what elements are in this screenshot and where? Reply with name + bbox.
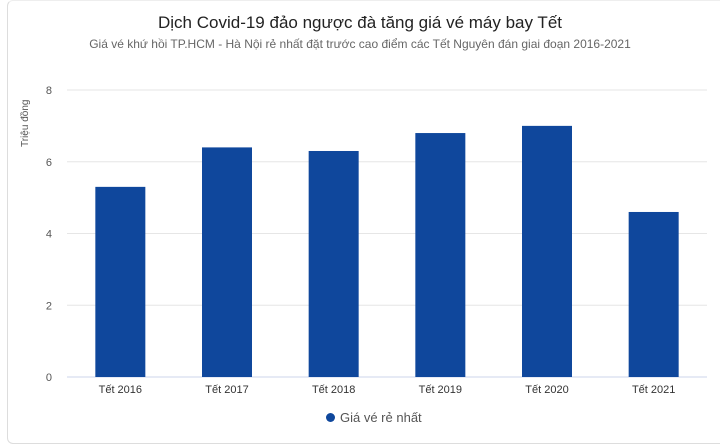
y-tick-label: 4	[46, 229, 52, 241]
bar	[415, 133, 466, 377]
bar	[628, 211, 679, 377]
legend-dot-icon	[326, 413, 335, 422]
bar	[95, 186, 146, 377]
bar	[308, 150, 359, 377]
x-tick-label: Tết 2020	[525, 384, 568, 396]
x-tick-label: Tết 2018	[312, 384, 355, 396]
bar	[522, 125, 572, 377]
y-tick-label: 0	[46, 372, 52, 384]
x-tick-label: Tết 2017	[205, 384, 248, 396]
chart-title: Dịch Covid-19 đảo ngược đà tăng giá vé m…	[158, 13, 562, 32]
x-tick-label: Tết 2016	[99, 384, 142, 396]
legend-label: Giá vé rẻ nhất	[340, 410, 422, 425]
x-tick-label: Tết 2019	[419, 384, 462, 396]
y-tick-label: 2	[46, 300, 52, 312]
x-tick-label: Tết 2021	[632, 384, 675, 396]
chart-subtitle: Giá vé khứ hồi TP.HCM - Hà Nội rẻ nhất đ…	[89, 37, 631, 51]
legend-item[interactable]: Giá vé rẻ nhất	[326, 410, 422, 425]
bar	[202, 147, 252, 377]
y-tick-label: 8	[46, 85, 52, 97]
y-tick-label: 6	[46, 157, 52, 169]
chart-card	[7, 0, 720, 444]
